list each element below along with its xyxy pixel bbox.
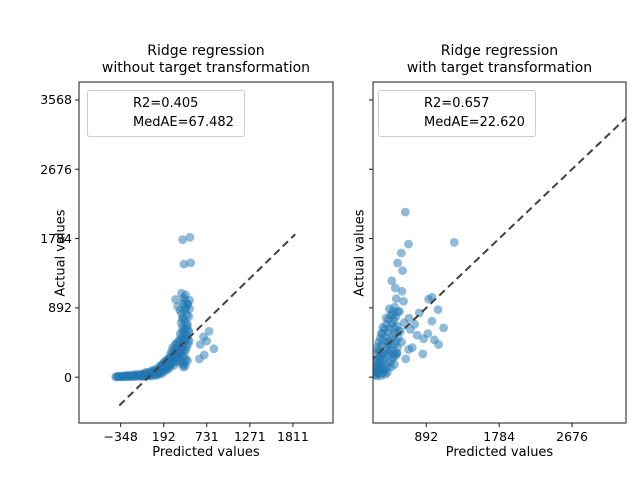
scatter-point xyxy=(204,326,214,336)
x-tick-label: 1811 xyxy=(277,429,309,444)
scatter-point xyxy=(412,330,422,340)
scatter-point xyxy=(177,288,186,298)
scatter-point xyxy=(404,239,413,249)
scatter-point xyxy=(404,313,414,323)
legend-box-left: R2=0.405 MedAE=67.482 xyxy=(87,90,245,137)
legend-medae-right: MedAE=22.620 xyxy=(424,115,525,130)
scatter-point xyxy=(390,283,400,293)
scatter-point xyxy=(397,286,407,296)
axes-spine xyxy=(78,81,334,424)
scatter-point xyxy=(418,349,428,359)
x-tick-label: 192 xyxy=(151,429,176,444)
x-axis-label-right: Predicted values xyxy=(445,445,554,460)
scatter-point xyxy=(375,365,384,375)
scatter-point xyxy=(181,345,191,355)
scatter-point xyxy=(410,319,420,329)
x-tick-label: 731 xyxy=(194,429,219,444)
scatter-point xyxy=(186,258,196,268)
scatter-point xyxy=(387,276,397,286)
scatter-point xyxy=(397,337,406,347)
scatter-point xyxy=(202,336,212,346)
scatter-point xyxy=(433,305,443,314)
scatter-point xyxy=(178,235,188,245)
x-tick-label: 1784 xyxy=(483,429,516,444)
x-tick-label: 2676 xyxy=(556,429,588,444)
scatter-point xyxy=(407,343,417,352)
scatter-point xyxy=(400,207,410,217)
legend-box-right: R2=0.657 MedAE=22.620 xyxy=(378,90,536,137)
y-tick-label: 3568 xyxy=(40,92,72,108)
scatter-point xyxy=(183,325,193,335)
scatter-point xyxy=(449,238,459,247)
x-axis-label-left: Predicted values xyxy=(152,445,260,460)
scatter-point xyxy=(398,266,407,275)
plot-area xyxy=(111,232,296,407)
scatter-point xyxy=(381,313,391,323)
identity-line xyxy=(118,233,296,407)
scatter-point xyxy=(399,296,408,306)
y-tick-label: 892 xyxy=(48,300,72,316)
scatter-point xyxy=(388,310,398,319)
scatter-point xyxy=(185,232,195,242)
scatter-point xyxy=(378,323,388,332)
y-axis-label-right: Actual values xyxy=(352,209,368,297)
scatter-point xyxy=(427,316,437,326)
scatter-point xyxy=(184,336,194,345)
scatter-point xyxy=(183,299,192,309)
scatter-point xyxy=(393,258,402,268)
scatter-point xyxy=(423,329,433,339)
scatter-point xyxy=(375,354,384,363)
y-tick-label: 1784 xyxy=(40,231,72,247)
y-tick-label: 0 xyxy=(64,369,72,385)
plot-title-left: Ridge regression without target transfor… xyxy=(101,43,311,76)
scatter-point xyxy=(209,344,219,354)
scatter-point xyxy=(429,335,439,345)
x-tick-label: 1271 xyxy=(233,429,266,444)
scatter-point xyxy=(392,349,402,358)
scatter-point xyxy=(396,248,406,258)
legend-r2-right: R2=0.657 xyxy=(424,96,490,111)
scatter-point xyxy=(195,354,204,364)
scatter-point xyxy=(401,354,411,364)
scatter-point xyxy=(179,259,189,269)
scatter-point xyxy=(382,368,392,377)
scatter-point xyxy=(439,323,448,333)
scatter-point xyxy=(395,306,404,316)
plot-area xyxy=(373,116,626,381)
x-tick-label: 892 xyxy=(414,429,439,444)
y-tick-label: 2676 xyxy=(40,161,72,177)
legend-r2-left: R2=0.405 xyxy=(133,96,199,111)
scatter-point xyxy=(171,295,181,304)
scatter-point xyxy=(391,294,401,304)
x-tick-label: −348 xyxy=(103,429,138,444)
scatter-point xyxy=(390,360,399,369)
scatter-point xyxy=(180,361,190,371)
scatter-point xyxy=(414,308,424,318)
legend-medae-left: MedAE=67.482 xyxy=(133,115,234,130)
scatter-point xyxy=(175,305,185,315)
scatter-point xyxy=(177,314,187,324)
y-axis-label-left: Actual values xyxy=(53,209,69,297)
plot-title-right: Ridge regression with target transformat… xyxy=(406,43,593,76)
identity-line xyxy=(373,116,626,360)
